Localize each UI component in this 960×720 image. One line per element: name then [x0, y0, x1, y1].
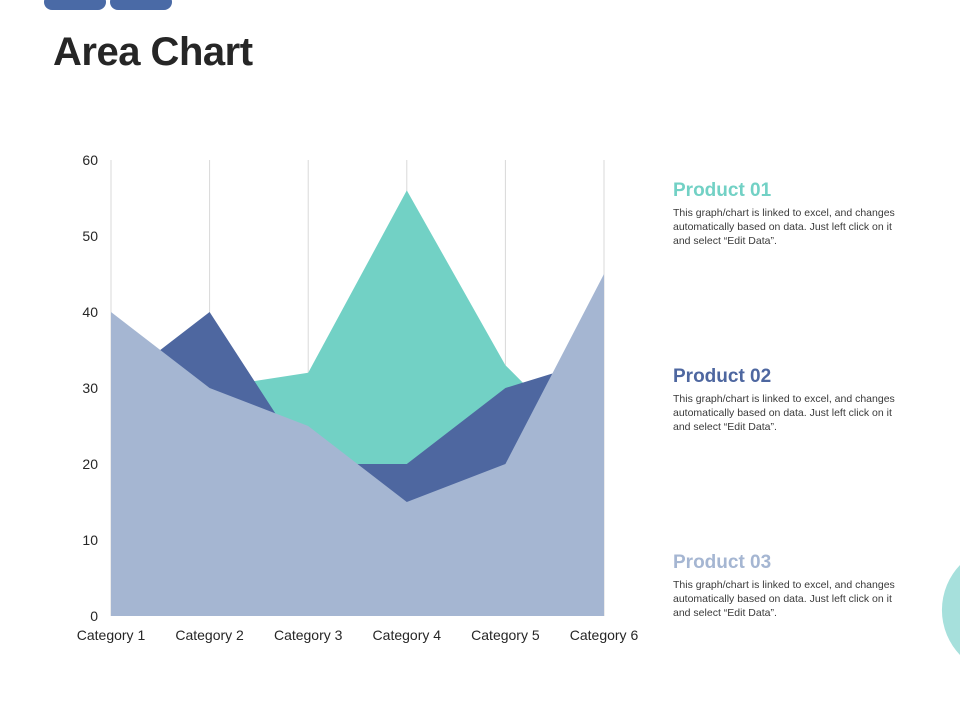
top-accent-tab — [110, 0, 172, 10]
x-tick-label: Category 2 — [175, 627, 244, 643]
y-tick-label: 0 — [90, 608, 98, 624]
x-tick-label: Category 4 — [373, 627, 442, 643]
y-tick-label: 10 — [82, 532, 98, 548]
y-tick-label: 60 — [82, 152, 98, 168]
legend-product-03: Product 03 This graph/chart is linked to… — [673, 552, 913, 620]
legend-product-02: Product 02 This graph/chart is linked to… — [673, 366, 913, 434]
legend-product-01-name: Product 01 — [673, 180, 772, 201]
legend-product-03-name: Product 03 — [673, 552, 772, 573]
legend-product-02-name: Product 02 — [673, 366, 772, 387]
legend-product-01: Product 01 This graph/chart is linked to… — [673, 180, 913, 248]
y-tick-label: 40 — [82, 304, 98, 320]
y-tick-label: 50 — [82, 228, 98, 244]
legend-product-03-desc: This graph/chart is linked to excel, and… — [673, 579, 895, 619]
x-tick-label: Category 1 — [77, 627, 146, 643]
y-tick-label: 20 — [82, 456, 98, 472]
y-tick-label: 30 — [82, 380, 98, 396]
area-series-3 — [111, 274, 604, 616]
axis-layer: 0 10 20 30 40 50 60 Category 1 Category 2 Categor… — [77, 152, 639, 643]
x-tick-label: Category 6 — [570, 627, 639, 643]
legend-product-01-desc: This graph/chart is linked to excel, and… — [673, 207, 895, 247]
page-title: Area Chart — [53, 30, 253, 74]
top-accent-tab — [44, 0, 106, 10]
x-tick-label: Category 5 — [471, 627, 540, 643]
legend-product-02-desc: This graph/chart is linked to excel, and… — [673, 393, 895, 433]
x-tick-label: Category 3 — [274, 627, 343, 643]
area-layer — [111, 190, 604, 616]
